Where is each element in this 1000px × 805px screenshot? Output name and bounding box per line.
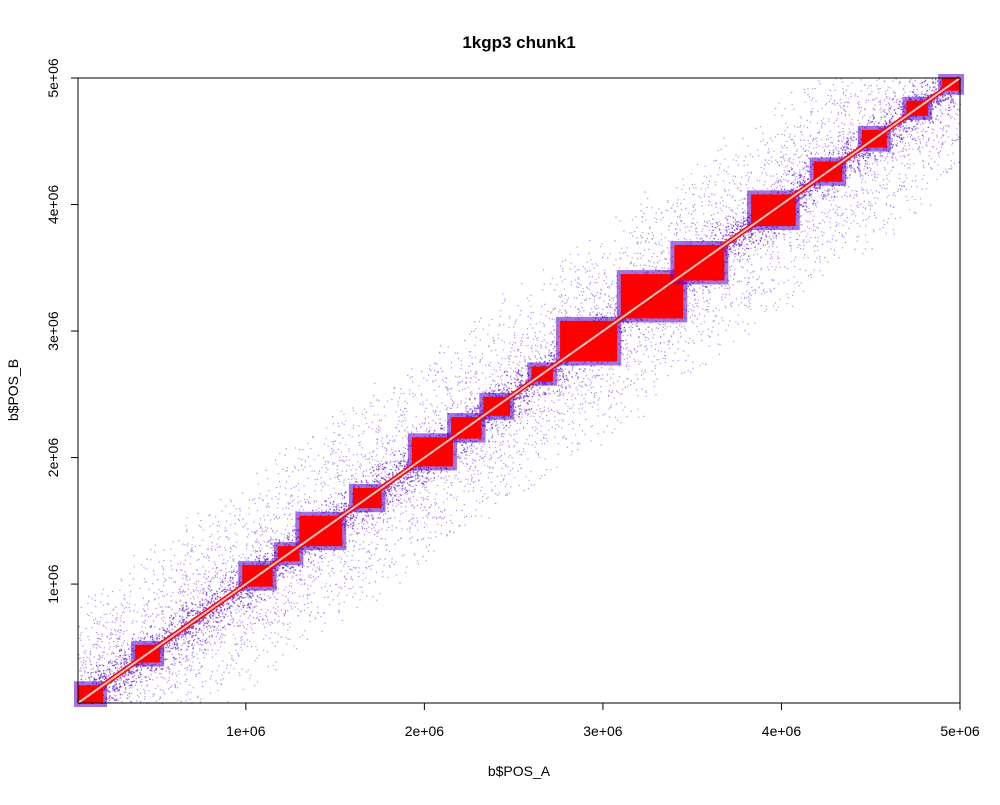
chart-title: 1kgp3 chunk1 <box>462 33 575 52</box>
y-tick-label: 1e+06 <box>45 564 61 604</box>
y-tick-label: 4e+06 <box>45 185 61 225</box>
x-tick-label: 1e+06 <box>226 723 266 739</box>
y-tick-label: 3e+06 <box>45 311 61 351</box>
x-axis-label: b$POS_A <box>488 763 551 779</box>
diagonal-line <box>77 77 961 704</box>
x-tick-label: 3e+06 <box>583 723 623 739</box>
y-axis: 1e+06 2e+06 3e+06 4e+06 5e+06 <box>45 58 78 604</box>
x-tick-label: 4e+06 <box>762 723 802 739</box>
y-tick-label: 5e+06 <box>45 58 61 98</box>
diagonal-layer <box>76 75 962 706</box>
y-tick-label: 2e+06 <box>45 438 61 478</box>
x-tick-label: 2e+06 <box>405 723 445 739</box>
x-axis: 1e+06 2e+06 3e+06 4e+06 5e+06 <box>226 703 980 739</box>
x-tick-label: 5e+06 <box>940 723 980 739</box>
plot-frame <box>77 77 961 704</box>
y-axis-label: b$POS_B <box>5 359 21 421</box>
